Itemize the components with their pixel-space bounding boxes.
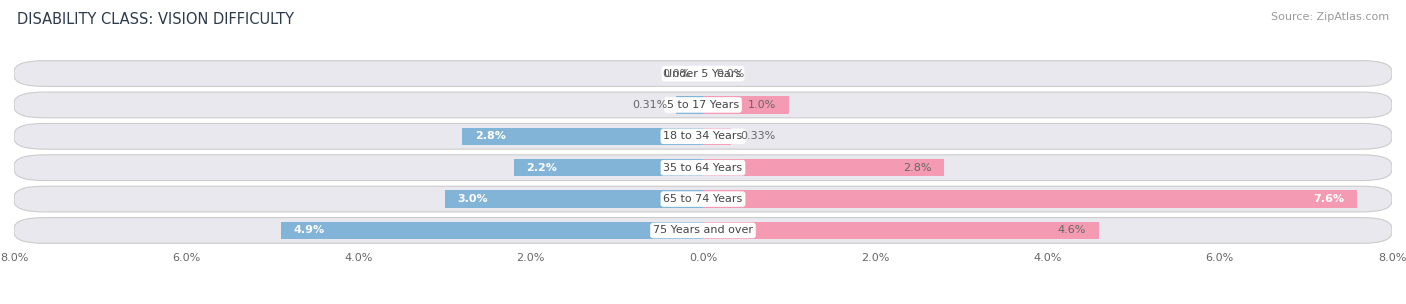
Text: 0.31%: 0.31% — [633, 100, 668, 110]
FancyBboxPatch shape — [14, 218, 1392, 243]
Text: DISABILITY CLASS: VISION DIFFICULTY: DISABILITY CLASS: VISION DIFFICULTY — [17, 12, 294, 27]
Bar — [703, 159, 945, 176]
Text: Source: ZipAtlas.com: Source: ZipAtlas.com — [1271, 12, 1389, 22]
Text: 5 to 17 Years: 5 to 17 Years — [666, 100, 740, 110]
Text: 7.6%: 7.6% — [1313, 194, 1344, 204]
Bar — [703, 128, 731, 145]
Text: 75 Years and over: 75 Years and over — [652, 226, 754, 236]
Text: 65 to 74 Years: 65 to 74 Years — [664, 194, 742, 204]
Text: 2.8%: 2.8% — [903, 163, 931, 173]
Bar — [461, 128, 703, 145]
FancyBboxPatch shape — [14, 123, 1392, 149]
Text: 0.33%: 0.33% — [740, 131, 775, 141]
Text: 4.6%: 4.6% — [1057, 226, 1087, 236]
Text: 0.0%: 0.0% — [662, 68, 690, 78]
Text: 2.8%: 2.8% — [475, 131, 506, 141]
Text: 4.9%: 4.9% — [294, 226, 325, 236]
Text: 18 to 34 Years: 18 to 34 Years — [664, 131, 742, 141]
Text: 2.2%: 2.2% — [526, 163, 557, 173]
Text: 0.0%: 0.0% — [716, 68, 744, 78]
Text: 3.0%: 3.0% — [457, 194, 488, 204]
FancyBboxPatch shape — [14, 92, 1392, 118]
Bar — [703, 96, 789, 114]
Bar — [281, 222, 703, 239]
Bar — [444, 190, 703, 208]
Bar — [703, 222, 1099, 239]
FancyBboxPatch shape — [14, 186, 1392, 212]
Bar — [513, 159, 703, 176]
Bar — [703, 190, 1358, 208]
FancyBboxPatch shape — [14, 155, 1392, 181]
Bar — [676, 96, 703, 114]
FancyBboxPatch shape — [14, 61, 1392, 86]
Text: Under 5 Years: Under 5 Years — [665, 68, 741, 78]
Text: 35 to 64 Years: 35 to 64 Years — [664, 163, 742, 173]
Text: 1.0%: 1.0% — [748, 100, 776, 110]
